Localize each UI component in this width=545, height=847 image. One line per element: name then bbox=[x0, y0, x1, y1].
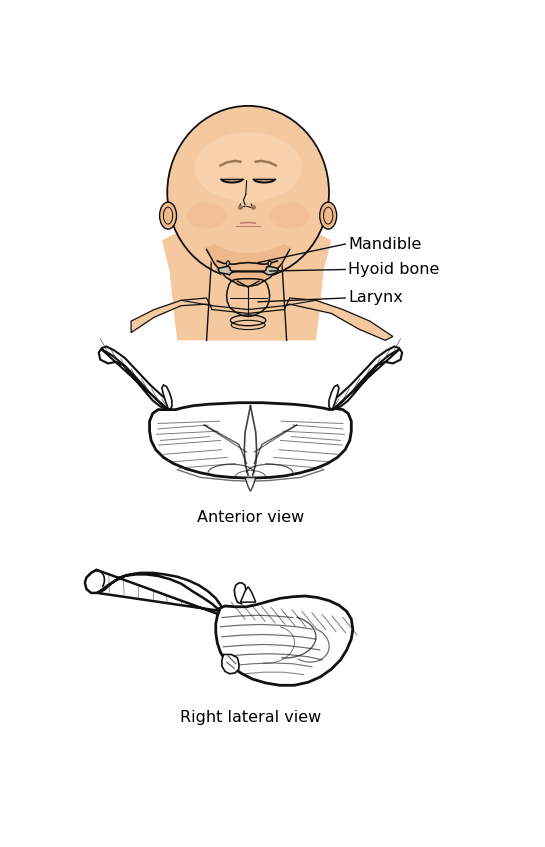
Ellipse shape bbox=[270, 202, 309, 229]
Ellipse shape bbox=[220, 177, 244, 183]
Polygon shape bbox=[131, 298, 393, 340]
Polygon shape bbox=[329, 385, 339, 410]
Polygon shape bbox=[240, 587, 256, 602]
Polygon shape bbox=[207, 245, 289, 340]
Polygon shape bbox=[268, 261, 271, 267]
Ellipse shape bbox=[160, 202, 177, 229]
Text: Right lateral view: Right lateral view bbox=[180, 710, 321, 725]
Polygon shape bbox=[99, 346, 169, 410]
Ellipse shape bbox=[187, 202, 226, 229]
Ellipse shape bbox=[167, 106, 329, 280]
Polygon shape bbox=[227, 261, 229, 267]
Polygon shape bbox=[204, 244, 291, 286]
Polygon shape bbox=[222, 655, 239, 673]
Polygon shape bbox=[149, 402, 352, 479]
Polygon shape bbox=[162, 219, 331, 340]
Polygon shape bbox=[234, 583, 246, 604]
Text: Mandible: Mandible bbox=[348, 236, 422, 252]
Polygon shape bbox=[218, 267, 278, 275]
Text: Anterior view: Anterior view bbox=[197, 510, 304, 525]
Ellipse shape bbox=[194, 132, 302, 202]
Ellipse shape bbox=[253, 177, 276, 183]
Text: Larynx: Larynx bbox=[348, 291, 403, 306]
Polygon shape bbox=[162, 385, 172, 410]
Polygon shape bbox=[331, 346, 402, 410]
Ellipse shape bbox=[320, 202, 337, 229]
Polygon shape bbox=[216, 596, 353, 685]
Polygon shape bbox=[245, 478, 256, 491]
Text: Hyoid bone: Hyoid bone bbox=[348, 262, 440, 277]
Polygon shape bbox=[85, 570, 223, 616]
